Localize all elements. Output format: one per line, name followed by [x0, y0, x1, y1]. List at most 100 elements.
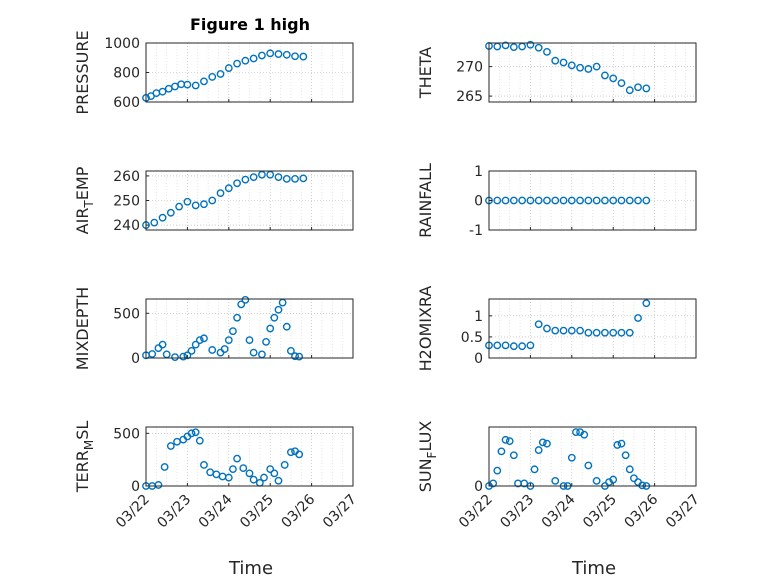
data-point	[634, 83, 642, 92]
x-axis-label-left: Time	[228, 558, 273, 579]
y-tick-label: 250	[113, 194, 140, 210]
data-point	[576, 63, 584, 72]
y-tick-label: -1	[469, 223, 483, 239]
data-point	[617, 439, 626, 448]
data-point	[551, 326, 560, 335]
data-point	[559, 196, 568, 205]
data-point	[200, 334, 208, 343]
data-point	[584, 328, 593, 337]
data-point	[538, 438, 547, 447]
y-axis-label: AIRTEMP	[73, 166, 96, 234]
data-point	[191, 201, 200, 210]
data-point	[567, 326, 576, 335]
data-point	[233, 59, 241, 68]
y-axis-label: H2OMIXRA	[416, 286, 435, 372]
data-point	[233, 179, 241, 188]
data-point	[617, 196, 626, 205]
data-point	[576, 196, 584, 205]
data-point	[195, 436, 204, 445]
data-point	[509, 451, 518, 460]
data-point	[158, 87, 167, 96]
data-point	[526, 196, 535, 205]
y-tick-label: 0	[131, 351, 140, 367]
data-point	[274, 50, 283, 58]
y-tick-label: 500	[113, 306, 140, 322]
data-point	[195, 336, 204, 345]
y-axis-label: PRESSURE	[73, 30, 92, 114]
data-point	[154, 481, 163, 489]
plot-area	[489, 427, 696, 486]
data-point	[158, 213, 167, 222]
data-point	[543, 47, 551, 56]
data-point	[617, 79, 626, 88]
data-point	[191, 428, 200, 437]
data-point	[534, 196, 543, 205]
data-point	[295, 352, 304, 361]
data-point	[634, 196, 642, 205]
data-point	[601, 196, 609, 205]
data-point	[551, 476, 560, 485]
data-point	[572, 428, 580, 437]
x-tick-label: 03/27	[663, 492, 703, 532]
data-point	[567, 453, 576, 462]
data-point	[249, 348, 258, 357]
data-point	[592, 328, 601, 337]
y-tick-label: 265	[456, 89, 483, 105]
data-point	[241, 175, 250, 184]
data-point	[543, 196, 551, 205]
data-point	[551, 56, 560, 65]
y-axis-label: RAINFALL	[416, 163, 435, 238]
data-point	[625, 465, 634, 474]
data-point	[191, 340, 200, 349]
data-point	[530, 465, 539, 474]
data-point	[543, 439, 551, 448]
subplot-7: 0 500 TERRMSL 03/22 03/23 03/24 03/25 03/26 03/2…	[73, 421, 360, 532]
data-point	[609, 328, 618, 337]
data-point	[299, 174, 308, 183]
y-tick-label: 0	[131, 479, 140, 495]
y-tick-label: 600	[113, 95, 140, 111]
data-point	[291, 174, 299, 183]
data-point	[501, 435, 510, 444]
y-tick-label: 0	[474, 479, 483, 495]
data-point	[497, 447, 506, 456]
axes-box	[145, 298, 354, 359]
data-point	[260, 473, 268, 482]
plot-area	[146, 43, 353, 102]
axes-box	[488, 42, 697, 103]
data-point	[233, 454, 241, 463]
y-axis-label: MIXDEPTH	[73, 287, 92, 370]
data-point	[270, 469, 279, 478]
x-tick-label: 03/22	[113, 492, 153, 532]
data-point	[245, 336, 254, 345]
data-point	[642, 196, 651, 205]
data-point	[187, 346, 196, 355]
data-point	[150, 218, 159, 227]
data-point	[175, 202, 184, 211]
data-point	[601, 71, 609, 80]
data-point	[160, 463, 169, 471]
data-point	[183, 351, 192, 360]
plot-area	[146, 299, 353, 358]
data-point	[543, 324, 551, 333]
data-point	[286, 346, 295, 355]
data-point	[625, 196, 634, 205]
data-point	[509, 342, 518, 351]
data-point	[505, 437, 514, 446]
x-tick-label: 03/23	[497, 492, 537, 532]
data-point	[526, 341, 535, 350]
data-point	[148, 350, 157, 358]
data-point	[208, 196, 217, 205]
y-tick-label: 1	[474, 309, 483, 325]
data-point	[625, 328, 634, 337]
y-tick-label: 260	[113, 169, 140, 185]
data-point	[187, 429, 196, 438]
data-point	[229, 465, 237, 474]
data-point	[224, 184, 233, 193]
y-axis-label: THETA	[416, 47, 435, 99]
data-point	[208, 346, 217, 354]
data-point	[274, 476, 283, 485]
subplot-2: 265 270 THETA	[416, 40, 697, 105]
axes-box	[488, 298, 697, 359]
